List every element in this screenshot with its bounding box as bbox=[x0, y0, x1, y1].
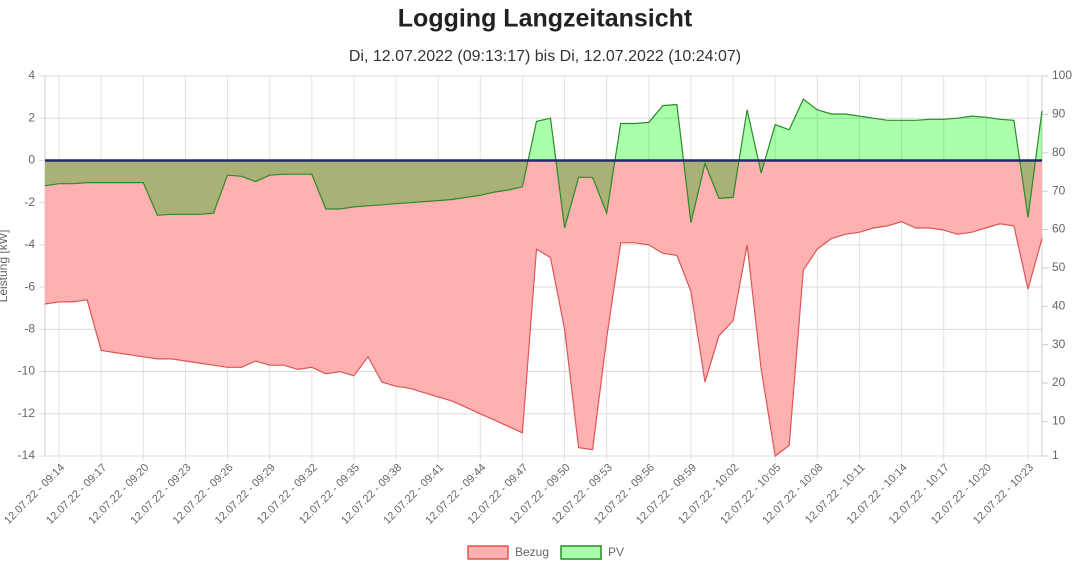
line bbox=[44, 221, 1043, 458]
y2-tick-label: 70 bbox=[1052, 183, 1066, 197]
y-tick-label: 0 bbox=[28, 153, 35, 167]
area bbox=[45, 160, 1042, 456]
y-tick-label: -12 bbox=[18, 406, 36, 420]
legend-swatch bbox=[467, 545, 509, 560]
y-axis-label: Leistung [kW] bbox=[0, 230, 10, 303]
y-tick-label: -14 bbox=[18, 448, 36, 462]
legend-label: PV bbox=[608, 545, 624, 559]
y2-tick-label: 1 bbox=[1052, 448, 1059, 462]
y2-tick-label: 20 bbox=[1052, 375, 1066, 389]
series-group bbox=[45, 160, 1042, 456]
chart-subtitle: Di, 12.07.2022 (09:13:17) bis Di, 12.07.… bbox=[349, 48, 741, 65]
y-tick-label: -6 bbox=[24, 279, 35, 293]
y-tick-label: -4 bbox=[24, 237, 35, 251]
y-tick-label: -2 bbox=[24, 195, 35, 209]
y2-tick-label: 90 bbox=[1052, 107, 1066, 121]
y-tick-label: -10 bbox=[18, 364, 36, 378]
line bbox=[44, 98, 1043, 229]
y-tick-label: -8 bbox=[24, 322, 35, 336]
y2-tick-label: 60 bbox=[1052, 222, 1066, 236]
legend-swatch bbox=[560, 545, 602, 560]
series-group bbox=[45, 99, 1042, 228]
legend-label: Bezug bbox=[515, 545, 549, 559]
y2-tick-label: 40 bbox=[1052, 298, 1066, 312]
y2-tick-label: 50 bbox=[1052, 260, 1066, 274]
y-tick-label: 2 bbox=[28, 110, 35, 124]
chart-title: Logging Langzeitansicht bbox=[398, 5, 693, 33]
y2-tick-label: 30 bbox=[1052, 337, 1066, 351]
y2-tick-label: 100 bbox=[1052, 68, 1072, 82]
y2-tick-label: 80 bbox=[1052, 145, 1066, 159]
area bbox=[45, 99, 1042, 228]
y2-tick-label: 10 bbox=[1052, 414, 1066, 428]
y-tick-label: 4 bbox=[28, 68, 35, 82]
